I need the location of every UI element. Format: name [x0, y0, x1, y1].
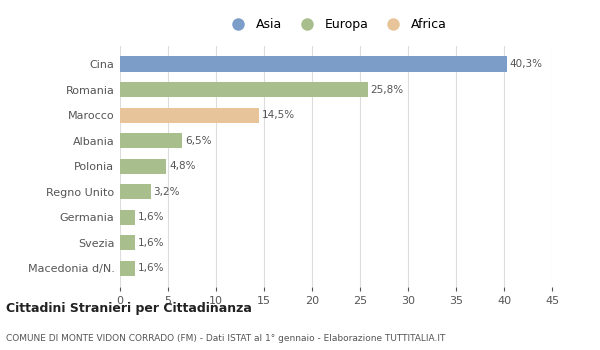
Text: 1,6%: 1,6% [138, 263, 165, 273]
Text: 14,5%: 14,5% [262, 110, 295, 120]
Text: 3,2%: 3,2% [154, 187, 180, 197]
Text: 4,8%: 4,8% [169, 161, 196, 171]
Bar [120, 159, 166, 174]
Bar [120, 210, 136, 225]
Text: COMUNE DI MONTE VIDON CORRADO (FM) - Dati ISTAT al 1° gennaio - Elaborazione TUT: COMUNE DI MONTE VIDON CORRADO (FM) - Dat… [6, 334, 445, 343]
Text: 40,3%: 40,3% [510, 59, 543, 69]
Bar [120, 107, 259, 123]
Bar [120, 235, 136, 251]
Bar [120, 133, 182, 148]
Bar [120, 82, 368, 97]
Text: 25,8%: 25,8% [371, 85, 404, 95]
Text: 1,6%: 1,6% [138, 238, 165, 248]
Text: 1,6%: 1,6% [138, 212, 165, 222]
Bar [120, 56, 507, 72]
Legend: Asia, Europa, Africa: Asia, Europa, Africa [221, 13, 452, 36]
Text: 6,5%: 6,5% [185, 136, 212, 146]
Bar [120, 184, 151, 199]
Text: Cittadini Stranieri per Cittadinanza: Cittadini Stranieri per Cittadinanza [6, 302, 252, 315]
Bar [120, 261, 136, 276]
